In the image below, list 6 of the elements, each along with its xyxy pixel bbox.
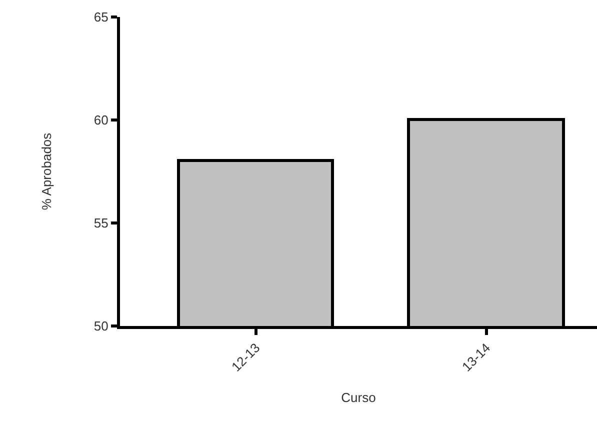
y-tick-label: 60 [94, 112, 108, 128]
y-tick-label: 50 [94, 318, 108, 334]
x-axis-title: Curso [341, 390, 376, 405]
y-tick-label: 55 [94, 216, 108, 231]
y-axis-title: % Aprobados [38, 132, 54, 210]
y-tick-label: 65 [94, 10, 108, 25]
